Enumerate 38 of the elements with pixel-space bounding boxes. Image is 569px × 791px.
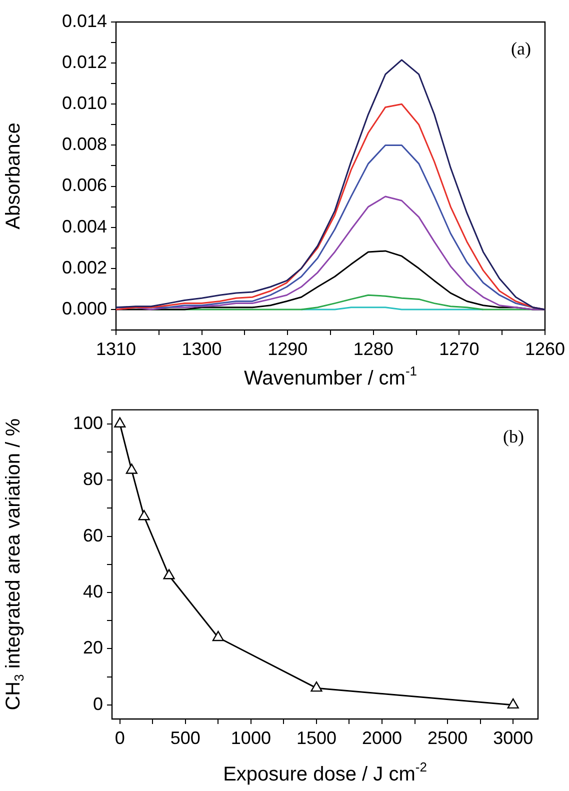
annotation: (a) [510, 38, 531, 59]
text: 0.000 [62, 298, 107, 318]
y-tick-label: 20 [82, 638, 103, 658]
y-axis-title: CH3 integrated area variation / % [2, 418, 27, 710]
x-tick-label: 1500 [296, 728, 337, 748]
y-tick-label: 0.002 [62, 257, 107, 278]
x-tick-label: 0 [114, 728, 125, 748]
y-tick-label: 100 [72, 412, 103, 433]
x-tick-label: 1290 [268, 338, 308, 359]
x-tick-label: 3000 [493, 728, 534, 748]
y-tick-label: 0.008 [62, 134, 107, 154]
y-tick-label: 60 [82, 525, 103, 546]
point [138, 510, 150, 520]
x-tick-label: 1300 [182, 338, 222, 359]
x-tick-label: 1280 [353, 338, 394, 359]
y-tick-label: 0.010 [62, 93, 107, 114]
x-tick-label: 2500 [428, 728, 468, 748]
x-tick-label: 1000 [230, 728, 271, 748]
y-tick-label: 80 [82, 469, 103, 490]
annotation: (b) [503, 426, 524, 447]
x-tick-label: 1260 [524, 338, 565, 359]
y-tick-label: 0.006 [62, 175, 107, 196]
point [507, 698, 519, 709]
point [126, 464, 138, 474]
point [212, 630, 224, 642]
y-tick-label: 0.012 [62, 52, 107, 72]
x-tick-label: 1310 [96, 338, 136, 359]
y-tick-label: 0.014 [62, 10, 107, 31]
y-tick-label: 40 [82, 581, 103, 602]
y-axis-title: Absorbance [2, 122, 25, 230]
y-tick-label: 0.004 [62, 216, 107, 236]
y-tick-label: 0 [92, 694, 103, 714]
point [310, 681, 322, 692]
point [114, 417, 126, 428]
point [163, 569, 175, 580]
x-tick-label: 500 [170, 728, 200, 748]
x-tick-label: 1270 [439, 338, 480, 359]
x-tick-label: 2000 [362, 728, 402, 748]
